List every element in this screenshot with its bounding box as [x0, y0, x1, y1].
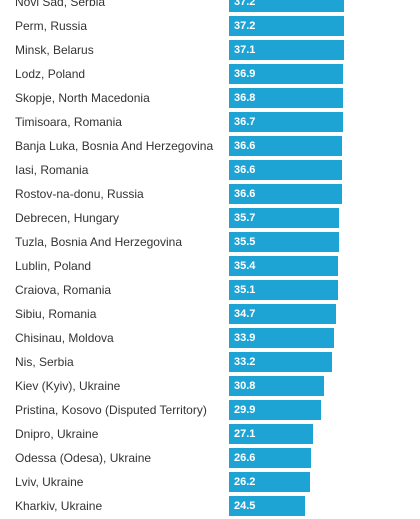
bar: 36.6 [229, 160, 343, 180]
bar: 33.2 [229, 352, 332, 372]
bar: 36.7 [229, 112, 343, 132]
bar-row: Debrecen, Hungary 35.7 [0, 206, 420, 230]
category-label: Banja Luka, Bosnia And Herzegovina [15, 139, 214, 153]
category-label: Perm, Russia [15, 19, 88, 33]
bar-row: Minsk, Belarus 37.1 [0, 38, 420, 62]
category-label: Odessa (Odesa), Ukraine [15, 451, 152, 465]
bar-row: Nis, Serbia 33.2 [0, 350, 420, 374]
bar-row: Novi Sad, Serbia 37.2 [0, 0, 420, 14]
bar-row: Craiova, Romania 35.1 [0, 278, 420, 302]
bar: 35.4 [229, 256, 339, 276]
value-label: 33.2 [234, 356, 256, 368]
bar: 37.1 [229, 40, 344, 60]
bar: 29.9 [229, 400, 322, 420]
category-label: Skopje, North Macedonia [15, 91, 150, 105]
bar-row: Lviv, Ukraine 26.2 [0, 470, 420, 494]
bar-row: Tuzla, Bosnia And Herzegovina 35.5 [0, 230, 420, 254]
bar: 35.7 [229, 208, 340, 228]
value-label: 36.6 [234, 140, 256, 152]
bar: 35.5 [229, 232, 339, 252]
bar: 37.2 [229, 16, 344, 36]
value-label: 37.2 [234, 20, 256, 32]
category-label: Chisinau, Moldova [15, 331, 114, 345]
bar-row: Timisoara, Romania 36.7 [0, 110, 420, 134]
bar: 35.1 [229, 280, 338, 300]
bar: 26.6 [229, 448, 312, 468]
bar-row: Lodz, Poland 36.9 [0, 62, 420, 86]
category-label: Kharkiv, Ukraine [15, 499, 103, 513]
bar-row: Odessa (Odesa), Ukraine 26.6 [0, 446, 420, 470]
category-label: Nis, Serbia [15, 355, 74, 369]
value-label: 36.6 [234, 188, 256, 200]
bar-row: Skopje, North Macedonia 36.8 [0, 86, 420, 110]
value-label: 24.5 [234, 500, 256, 512]
category-label: Pristina, Kosovo (Disputed Territory) [15, 403, 207, 417]
bar-row: Sibiu, Romania 34.7 [0, 302, 420, 326]
category-label: Sibiu, Romania [15, 307, 97, 321]
bar-row: Kiev (Kyiv), Ukraine 30.8 [0, 374, 420, 398]
bar: 24.5 [229, 496, 305, 516]
value-label: 35.7 [234, 212, 256, 224]
value-label: 27.1 [234, 428, 256, 440]
bar: 26.2 [229, 472, 310, 492]
category-label: Novi Sad, Serbia [15, 0, 106, 9]
value-label: 36.9 [234, 68, 256, 80]
value-label: 33.9 [234, 332, 256, 344]
value-label: 36.7 [234, 116, 256, 128]
category-label: Craiova, Romania [15, 283, 112, 297]
value-label: 35.5 [234, 236, 256, 248]
bar: 36.8 [229, 88, 343, 108]
category-label: Kiev (Kyiv), Ukraine [15, 379, 121, 393]
bar: 27.1 [229, 424, 313, 444]
bar: 36.6 [229, 136, 343, 156]
category-label: Lublin, Poland [15, 259, 92, 273]
bar-row: Pristina, Kosovo (Disputed Territory) 29.… [0, 398, 420, 422]
value-label: 35.4 [234, 260, 256, 272]
bar: 34.7 [229, 304, 337, 324]
bar: 30.8 [229, 376, 325, 396]
bar-row: Iasi, Romania 36.6 [0, 158, 420, 182]
category-label: Timisoara, Romania [15, 115, 122, 129]
value-label: 37.2 [234, 0, 256, 8]
category-label: Lodz, Poland [15, 67, 86, 81]
bar: 33.9 [229, 328, 334, 348]
bar-row: Perm, Russia 37.2 [0, 14, 420, 38]
value-label: 35.1 [234, 284, 256, 296]
category-label: Lviv, Ukraine [15, 475, 84, 489]
category-label: Iasi, Romania [15, 163, 89, 177]
value-label: 36.6 [234, 164, 256, 176]
value-label: 36.8 [234, 92, 256, 104]
category-label: Rostov-na-donu, Russia [15, 187, 144, 201]
category-label: Debrecen, Hungary [15, 211, 120, 225]
category-label: Minsk, Belarus [15, 43, 94, 57]
bar: 36.9 [229, 64, 344, 84]
value-label: 26.6 [234, 452, 256, 464]
value-label: 29.9 [234, 404, 256, 416]
value-label: 30.8 [234, 380, 256, 392]
value-label: 34.7 [234, 308, 256, 320]
bar-row: Lublin, Poland 35.4 [0, 254, 420, 278]
value-label: 37.1 [234, 44, 256, 56]
bar-row: Rostov-na-donu, Russia 36.6 [0, 182, 420, 206]
bar-row: Chisinau, Moldova 33.9 [0, 326, 420, 350]
value-label: 26.2 [234, 476, 256, 488]
bar: 36.6 [229, 184, 343, 204]
category-label: Dnipro, Ukraine [15, 427, 99, 441]
bar-row: Banja Luka, Bosnia And Herzegovina 36.6 [0, 134, 420, 158]
bar-row: Dnipro, Ukraine 27.1 [0, 422, 420, 446]
bar: 37.2 [229, 0, 344, 12]
category-label: Tuzla, Bosnia And Herzegovina [15, 235, 182, 249]
bar-row: Kharkiv, Ukraine 24.5 [0, 494, 420, 518]
